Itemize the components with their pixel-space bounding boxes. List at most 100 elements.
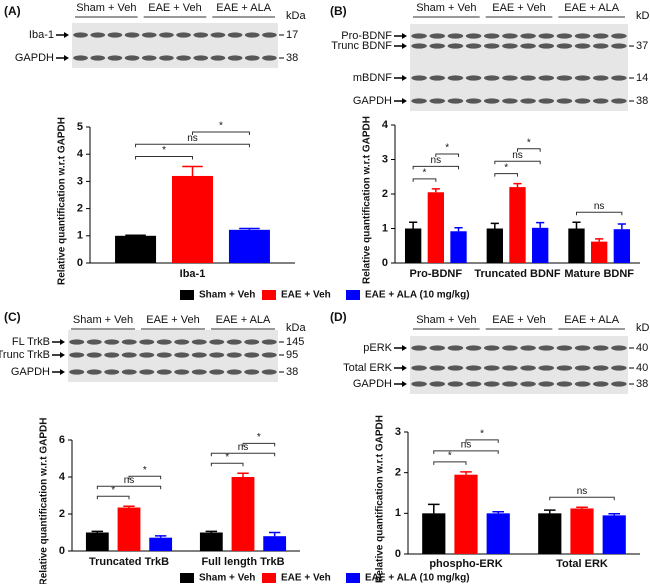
- legend-label: Sham + Veh: [199, 573, 255, 584]
- bar: [532, 227, 549, 263]
- blot-band: [429, 98, 446, 104]
- blot-band: [483, 345, 500, 351]
- row-label: GAPDH: [353, 378, 392, 390]
- x-tick-label: Full length TrkB: [201, 556, 284, 568]
- error-bar: [492, 510, 505, 514]
- x-tick-label: Iba-1: [180, 268, 206, 280]
- significance-bracket: [210, 452, 276, 457]
- blot-band: [592, 43, 609, 49]
- unit-label: kDa: [636, 10, 650, 22]
- significance-label: *: [219, 121, 223, 132]
- kda-label: 40: [636, 342, 648, 354]
- error-bar: [543, 509, 556, 514]
- significance-bracket: [575, 211, 623, 216]
- y-tick-label: 0: [382, 257, 388, 269]
- error-bar: [239, 227, 260, 230]
- bar: [115, 235, 157, 263]
- group-label: Sham + Veh: [73, 314, 133, 326]
- blot-band: [447, 98, 464, 104]
- blot-band: [261, 339, 277, 345]
- significance-label: *: [448, 450, 452, 461]
- blot-band: [226, 369, 242, 375]
- legend-label: EAE + ALA (10 mg/kg): [365, 573, 470, 584]
- significance-label: ns: [577, 486, 588, 497]
- significance-label: ns: [461, 440, 472, 451]
- blot-band: [520, 381, 536, 387]
- blot-band: [121, 369, 137, 375]
- blot: [72, 23, 278, 68]
- group-label: EAE + Veh: [146, 314, 200, 326]
- y-tick-label: 2: [395, 467, 401, 479]
- blot-band: [592, 33, 609, 39]
- blot-band: [538, 43, 555, 49]
- blot-band: [262, 32, 277, 38]
- y-axis-title: Relative quantification w.r.t GAPDH: [39, 418, 50, 584]
- blot-band: [139, 369, 155, 375]
- significance-label: *: [225, 452, 229, 463]
- blot-band: [193, 55, 209, 61]
- blot-band: [502, 365, 518, 371]
- significance-label: *: [480, 429, 484, 440]
- bar: [427, 192, 444, 263]
- kda-label: 14: [636, 72, 648, 84]
- blot-band: [538, 33, 555, 39]
- blot-band: [69, 369, 85, 375]
- blot-band: [592, 75, 609, 81]
- row-arrowhead: [402, 381, 407, 387]
- blot-band: [262, 55, 277, 61]
- blot-band: [429, 33, 446, 39]
- blot-band: [574, 75, 591, 81]
- y-tick-label: 0: [395, 548, 401, 560]
- blot-band: [73, 55, 88, 61]
- blot-band: [209, 369, 225, 375]
- significance-label: *: [527, 137, 531, 148]
- blot-band: [104, 339, 120, 345]
- blot-band: [226, 352, 242, 358]
- blot-band: [556, 365, 573, 371]
- blot-band: [465, 365, 482, 371]
- error-bar: [409, 221, 418, 229]
- blot-band: [176, 32, 191, 38]
- group-label: Sham + Veh: [416, 2, 476, 14]
- blot-band: [520, 345, 536, 351]
- group-label: EAE + Veh: [492, 314, 546, 326]
- blot-band: [611, 75, 627, 81]
- bar: [422, 513, 446, 554]
- legend-label: EAE + ALA (10 mg/kg): [365, 290, 470, 301]
- kda-label: 38: [286, 52, 298, 64]
- blot-band: [193, 32, 209, 38]
- legend-label: EAE + Veh: [281, 573, 331, 584]
- y-tick-label: 5: [77, 121, 83, 133]
- row-arrowhead: [402, 365, 407, 371]
- legend-swatch: [262, 573, 276, 583]
- blot-band: [226, 339, 242, 345]
- blot-band: [209, 339, 225, 345]
- significance-bracket: [135, 155, 193, 160]
- significance-bracket: [433, 461, 467, 465]
- bar: [538, 513, 562, 554]
- blot-band: [611, 98, 627, 104]
- kda-label: 38: [636, 95, 648, 107]
- error-bar: [237, 472, 249, 477]
- blot-band: [611, 345, 627, 351]
- blot-band: [465, 33, 482, 39]
- y-axis-title: Relative quantification w.r.t GAPDH: [362, 116, 373, 284]
- bar: [231, 477, 255, 551]
- blot-band: [556, 345, 573, 351]
- panel-label: (D): [330, 310, 347, 324]
- kda-label: 37: [636, 40, 648, 52]
- significance-label: *: [445, 143, 449, 154]
- error-bar: [182, 165, 203, 176]
- row-arrowhead: [402, 345, 407, 351]
- blot-band: [447, 381, 464, 387]
- blot-band: [483, 75, 500, 81]
- blot-band: [121, 352, 137, 358]
- blot-band: [69, 339, 85, 345]
- blot: [410, 24, 628, 111]
- blot-band: [159, 55, 174, 61]
- panel-label: (C): [4, 310, 21, 324]
- y-tick-label: 2: [382, 188, 388, 200]
- significance-label: *: [257, 432, 261, 443]
- blot-band: [191, 352, 207, 358]
